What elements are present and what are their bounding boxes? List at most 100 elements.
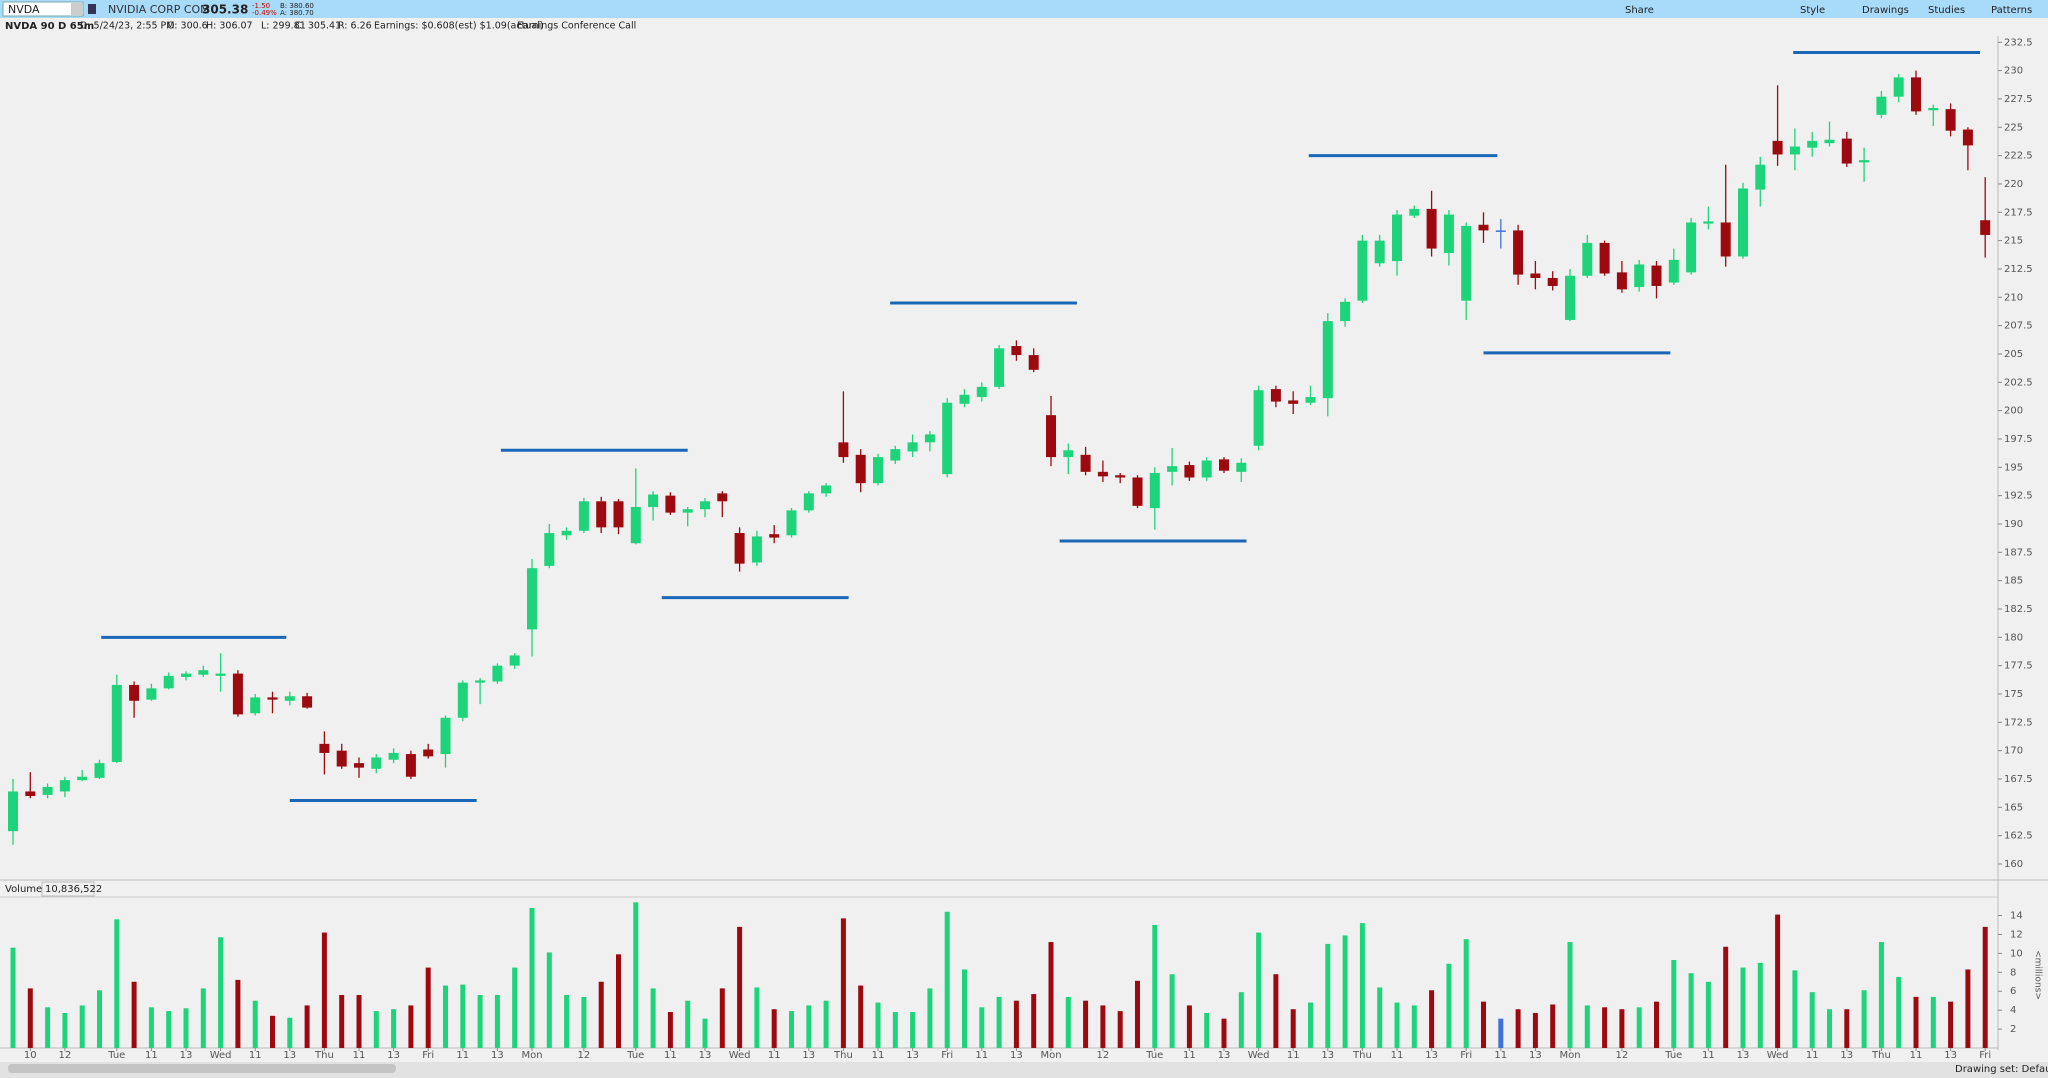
drawing-set[interactable]: Drawing set: Default bbox=[1955, 1064, 2048, 1075]
volume-bar bbox=[1584, 1005, 1590, 1048]
volume-bar bbox=[373, 1011, 379, 1048]
scroll-thumb[interactable] bbox=[8, 1064, 396, 1073]
candle-body bbox=[284, 696, 295, 701]
candle-body bbox=[1668, 259, 1679, 283]
plot: 160 162.5 165 167.5 170 172.5 175 177.5 180 182.5… bbox=[8, 37, 2043, 1061]
candle-body bbox=[302, 696, 313, 708]
volume-bar bbox=[45, 1007, 51, 1048]
candle-body bbox=[1651, 265, 1662, 286]
x-tick-label: 13 bbox=[1529, 1050, 1542, 1061]
x-tick-label: 13 bbox=[1944, 1050, 1957, 1061]
y-axis-label: <millions> bbox=[2033, 950, 2043, 1000]
volume-bar bbox=[494, 995, 500, 1048]
candle-body bbox=[1893, 77, 1904, 97]
symbol-dropdown[interactable] bbox=[71, 3, 82, 15]
volume-bar bbox=[702, 1018, 708, 1048]
candle-body bbox=[648, 494, 659, 507]
volume-bar bbox=[529, 907, 535, 1048]
candle-body bbox=[907, 442, 918, 452]
chart-label: NVDA 90 D 65m bbox=[5, 21, 94, 32]
candle-body bbox=[1478, 224, 1489, 231]
volume-bar bbox=[1411, 1005, 1417, 1048]
toolbar-button[interactable]: Share bbox=[1625, 5, 1654, 16]
candle-body bbox=[1236, 462, 1247, 472]
volume-bar bbox=[1654, 1001, 1659, 1048]
x-tick-label: 13 bbox=[1010, 1050, 1023, 1061]
volume-bar bbox=[1290, 1009, 1296, 1048]
candle-body bbox=[561, 530, 572, 536]
volume-bar bbox=[148, 1007, 154, 1048]
x-tick-label: Fri bbox=[1460, 1050, 1472, 1061]
y-tick-label: 10 bbox=[2010, 948, 2023, 959]
y-tick-label: 210 bbox=[2004, 292, 2023, 303]
volume-bar bbox=[1688, 973, 1694, 1048]
candle-body bbox=[250, 697, 261, 714]
volume-bar bbox=[1619, 1009, 1625, 1048]
y-tick-label: 170 bbox=[2004, 746, 2023, 757]
volume-bar bbox=[1723, 946, 1729, 1048]
volume-bar bbox=[1152, 924, 1158, 1048]
candle-body bbox=[1720, 222, 1731, 257]
link-icon[interactable] bbox=[88, 4, 96, 14]
toolbar-button[interactable]: Studies bbox=[1928, 5, 1965, 16]
candle-body bbox=[1288, 400, 1299, 404]
candle-body bbox=[25, 791, 36, 796]
candle-body bbox=[1305, 397, 1316, 403]
candle-body bbox=[890, 449, 901, 461]
volume-bar bbox=[1878, 942, 1884, 1048]
x-tick-label: 13 bbox=[699, 1050, 712, 1061]
volume-bar bbox=[1913, 996, 1919, 1048]
x-tick-label: 13 bbox=[906, 1050, 919, 1061]
x-tick-label: 13 bbox=[1840, 1050, 1853, 1061]
toolbar-button[interactable]: Drawings bbox=[1862, 5, 1909, 16]
candle-body bbox=[578, 501, 589, 531]
candle-body bbox=[1807, 140, 1818, 148]
x-tick-label: 12 bbox=[578, 1050, 591, 1061]
x-tick-label: Tue bbox=[626, 1050, 644, 1061]
y-tick-label: 167.5 bbox=[2004, 774, 2033, 785]
candle-body bbox=[181, 673, 191, 677]
volume-bar bbox=[183, 1008, 189, 1048]
candle-body bbox=[873, 457, 883, 484]
y-tick-label: 200 bbox=[2004, 406, 2023, 417]
toolbar-button[interactable]: Style bbox=[1800, 5, 1825, 16]
x-tick-label: 11 bbox=[872, 1050, 885, 1061]
y-tick-label: 180 bbox=[2004, 632, 2023, 643]
candle-body bbox=[1409, 208, 1420, 216]
info-item: C: 305.41 bbox=[295, 21, 341, 32]
volume-bar bbox=[1827, 1009, 1832, 1048]
candle-body bbox=[769, 534, 780, 538]
volume-bar bbox=[252, 1000, 258, 1048]
candle-body bbox=[1565, 275, 1575, 320]
candle-body bbox=[59, 780, 70, 792]
x-tick-label: 11 bbox=[975, 1050, 988, 1061]
candle-body bbox=[1738, 188, 1748, 257]
x-tick-label: 13 bbox=[491, 1050, 504, 1061]
volume-bar bbox=[962, 969, 967, 1048]
volume-bar bbox=[425, 967, 431, 1048]
candle-body bbox=[1530, 273, 1541, 279]
symbol-box[interactable] bbox=[2, 1, 84, 17]
volume-bar bbox=[1809, 992, 1815, 1048]
candle-body bbox=[405, 754, 416, 777]
y-tick-label: 175 bbox=[2004, 689, 2023, 700]
info-item: O: 300.6 bbox=[167, 21, 208, 32]
info-item: R: 6.26 bbox=[338, 21, 372, 32]
candle-body bbox=[1392, 214, 1402, 262]
x-tick-label: 11 bbox=[1391, 1050, 1404, 1061]
volume-bar bbox=[1896, 977, 1902, 1048]
volume-bar bbox=[200, 988, 206, 1048]
volume-bar bbox=[512, 967, 518, 1048]
toolbar-button[interactable]: Patterns bbox=[1991, 5, 2032, 16]
volume-bar bbox=[564, 995, 570, 1048]
candle-body bbox=[1461, 225, 1472, 301]
volume-bar bbox=[806, 1005, 812, 1048]
candle-body bbox=[1149, 472, 1160, 509]
candle-body bbox=[111, 684, 122, 762]
candle-body bbox=[665, 495, 676, 513]
y-tick-label: 202.5 bbox=[2004, 377, 2033, 388]
candle-body bbox=[1443, 214, 1454, 254]
volume-bar bbox=[996, 996, 1002, 1048]
